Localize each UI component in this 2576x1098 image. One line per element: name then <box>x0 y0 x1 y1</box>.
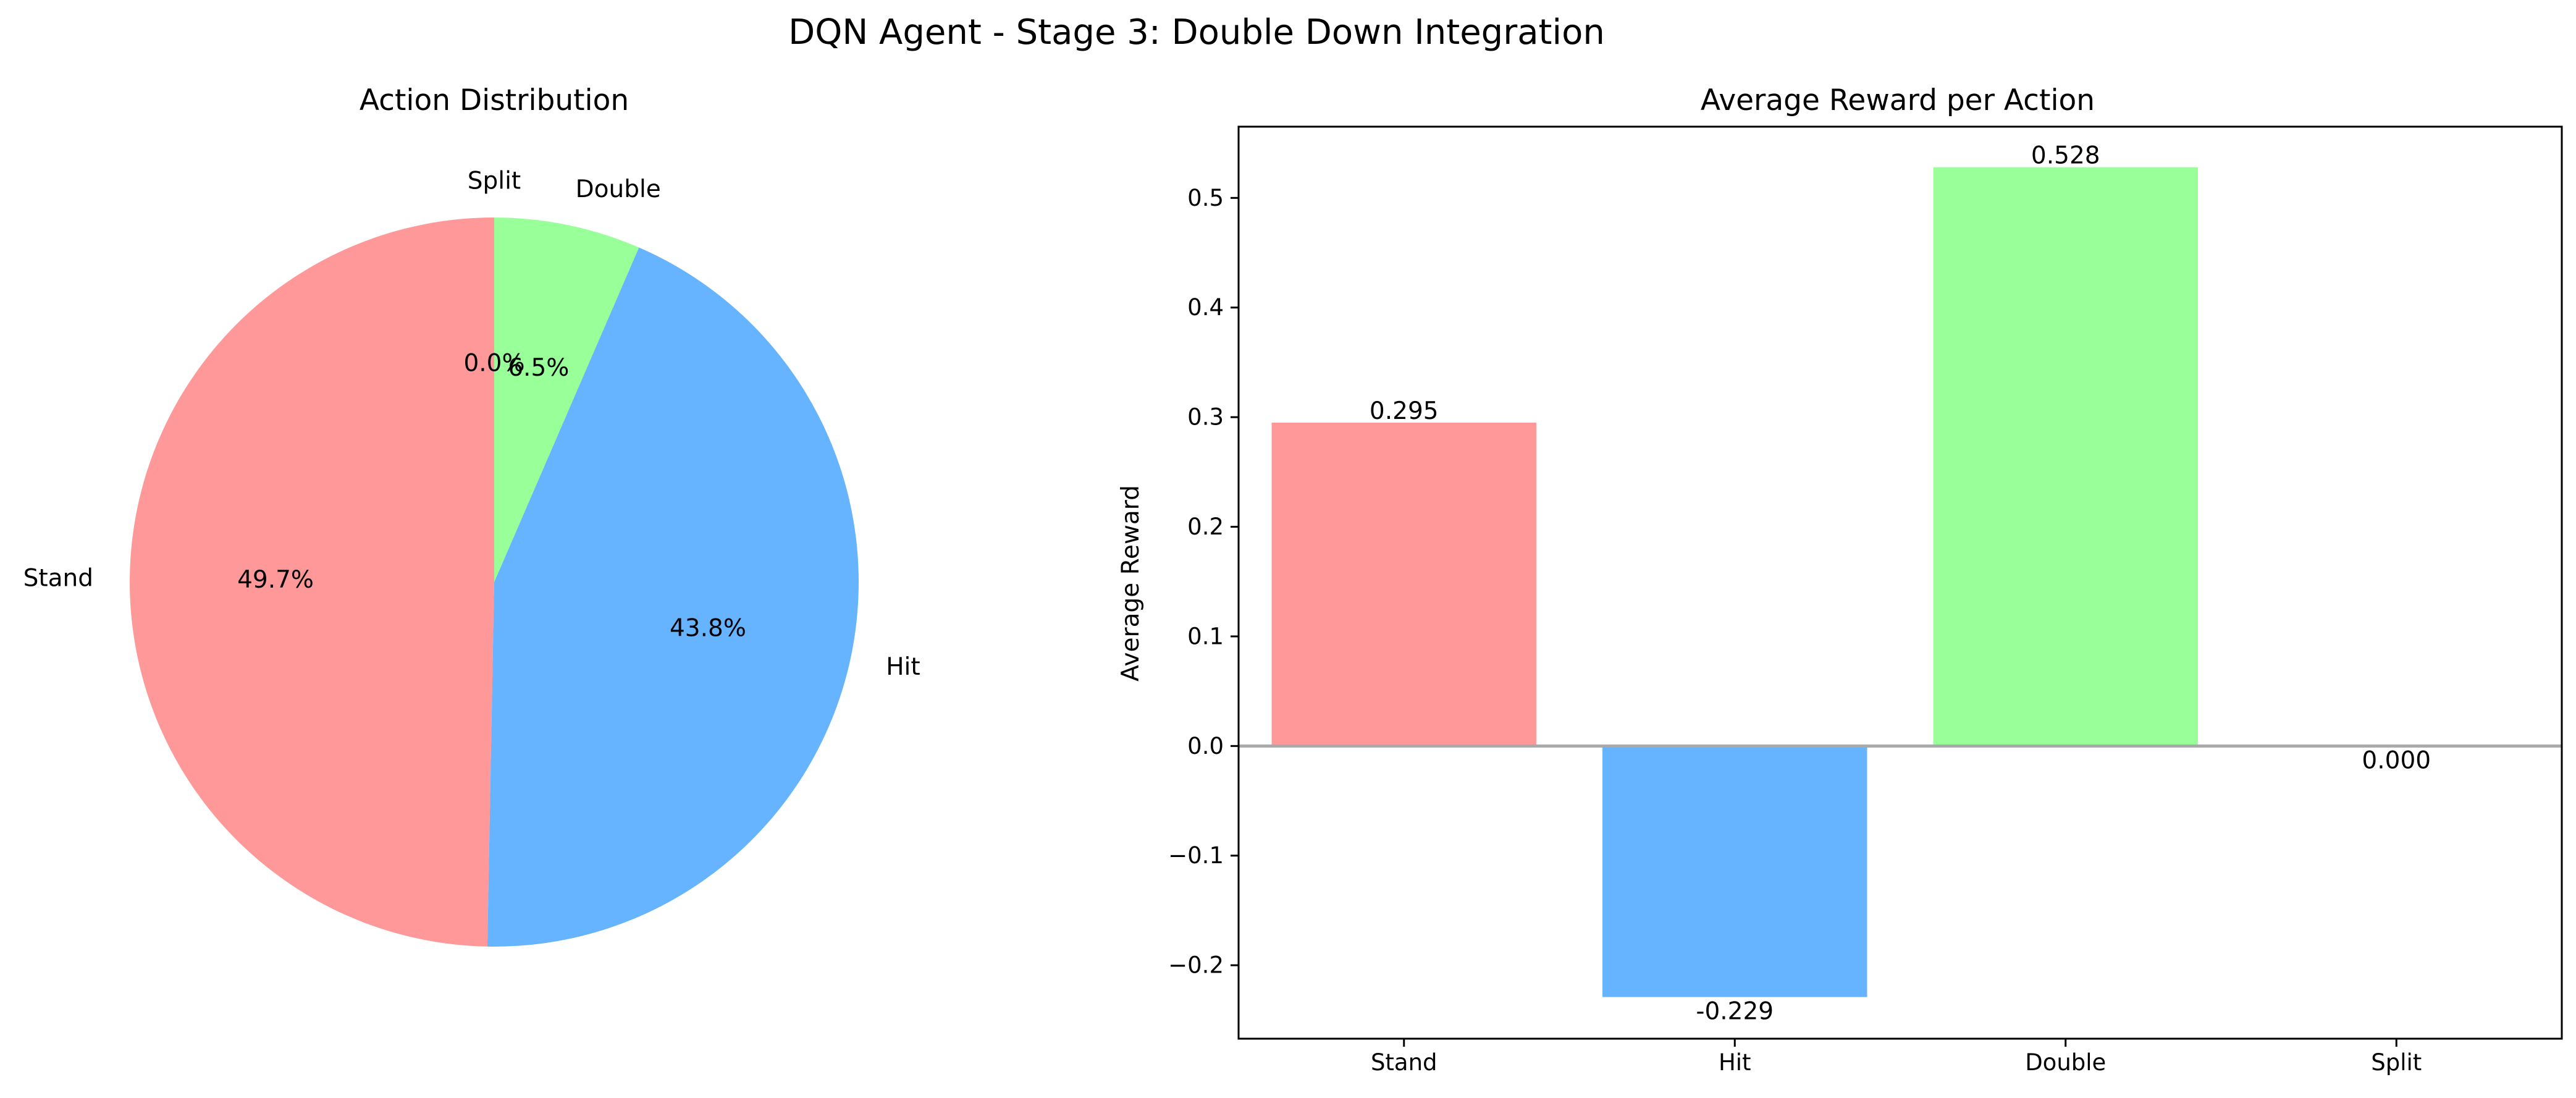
pie-label-split: Split <box>468 167 521 195</box>
bar-plot-frame <box>1237 125 2563 1040</box>
pie-percent-split: 0.0% <box>463 350 524 378</box>
bar-chart: Average Reward per Action Average Reward… <box>1117 83 2563 1076</box>
pie-label-hit: Hit <box>886 653 920 681</box>
y-tick-label: 0.1 <box>1187 623 1224 649</box>
bar-value-label-hit: -0.229 <box>1696 998 1774 1026</box>
bar-hit <box>1602 746 1867 997</box>
pie-slice-stand <box>130 217 494 947</box>
bar-chart-title: Average Reward per Action <box>1701 83 2095 117</box>
y-tick-label: 0.4 <box>1187 294 1224 321</box>
pie-percent-stand: 49.7% <box>237 566 314 594</box>
bar-marks: 0.295 -0.229 0.528 0.000 <box>1239 142 2562 1026</box>
pie-slices <box>130 217 859 947</box>
pie-chart: Action Distribution Stand 49.7% Hit 43.8% Do… <box>23 83 920 947</box>
pie-percent-hit: 43.8% <box>670 615 746 643</box>
bar-value-label-split: 0.000 <box>2362 746 2431 774</box>
pie-label-double: Double <box>576 175 661 203</box>
y-tick-label: −0.1 <box>1168 842 1224 869</box>
pie-slice-hit <box>487 247 859 947</box>
y-tick-label: −0.2 <box>1168 952 1224 979</box>
bar-double <box>1933 167 2198 746</box>
pie-labels: Stand 49.7% Hit 43.8% Double 6.5% Split 0.0% <box>23 167 920 682</box>
pie-percent-double: 6.5% <box>508 354 569 382</box>
bar-value-label-stand: 0.295 <box>1370 397 1439 425</box>
pie-slice-double <box>494 217 639 582</box>
x-tick-label-split: Split <box>2371 1049 2422 1076</box>
x-tick-label-hit: Hit <box>1719 1049 1751 1076</box>
y-tick-label: 0.3 <box>1187 404 1224 431</box>
bar-value-label-double: 0.528 <box>2031 142 2100 170</box>
bar-y-axis: −0.2 −0.1 0.0 0.1 0.2 0.3 0.4 0.5 <box>1168 185 1239 979</box>
pie-chart-title: Action Distribution <box>360 83 629 117</box>
bar-x-axis: Stand Hit Double Split <box>1371 1039 2422 1076</box>
pie-label-stand: Stand <box>23 564 93 592</box>
bar-chart-ylabel: Average Reward <box>1117 485 1145 682</box>
x-tick-label-stand: Stand <box>1371 1049 1437 1076</box>
figure-title: DQN Agent - Stage 3: Double Down Integra… <box>788 12 1605 53</box>
bar-stand <box>1271 422 1536 746</box>
y-tick-label: 0.2 <box>1187 513 1224 540</box>
y-tick-label: 0.0 <box>1187 733 1224 759</box>
x-tick-label-double: Double <box>2025 1049 2106 1076</box>
y-tick-label: 0.5 <box>1187 185 1224 211</box>
